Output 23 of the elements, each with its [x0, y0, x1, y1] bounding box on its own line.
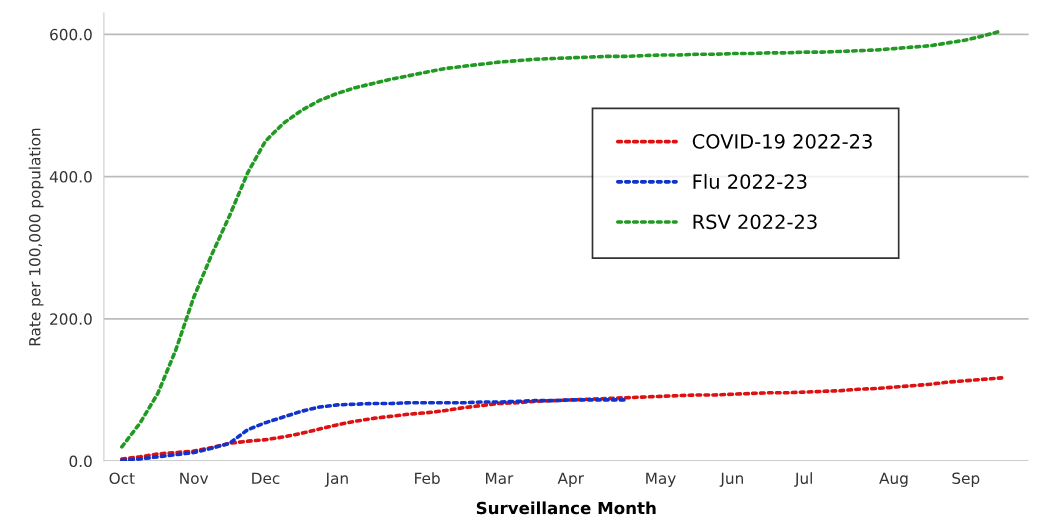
y-tick-label: 600.0	[50, 28, 92, 41]
x-tick-label: Jul	[794, 472, 812, 487]
x-tick-label: Dec	[252, 472, 280, 485]
y-tick-label: 200.0	[50, 313, 92, 325]
x-tick-label: Sep	[952, 472, 980, 487]
x-tick-label: Jun	[719, 472, 743, 487]
x-tick-label: Feb	[415, 472, 440, 485]
x-tick-label: Aug	[879, 472, 908, 487]
line-series	[120, 398, 627, 462]
legend-label: RSV 2022-23	[693, 214, 817, 230]
y-axis-title: Rate per 100,000 population	[28, 128, 44, 346]
x-tick-label: Mar	[486, 472, 514, 485]
x-axis-title: Surveillance Month	[476, 501, 656, 515]
x-tick-label: Nov	[180, 472, 209, 485]
x-tick-label: Apr	[557, 472, 584, 487]
line-series	[120, 376, 1004, 461]
legend-label: COVID-19 2022-23	[692, 134, 872, 149]
x-tick-label: Oct	[109, 472, 135, 485]
y-tick-label: 0.0	[69, 455, 92, 468]
x-tick-label: Jan	[324, 472, 348, 487]
x-tick-label: May	[646, 472, 676, 487]
legend-label: Flu 2022-23	[693, 173, 807, 189]
y-tick-label: 400.0	[49, 171, 92, 183]
